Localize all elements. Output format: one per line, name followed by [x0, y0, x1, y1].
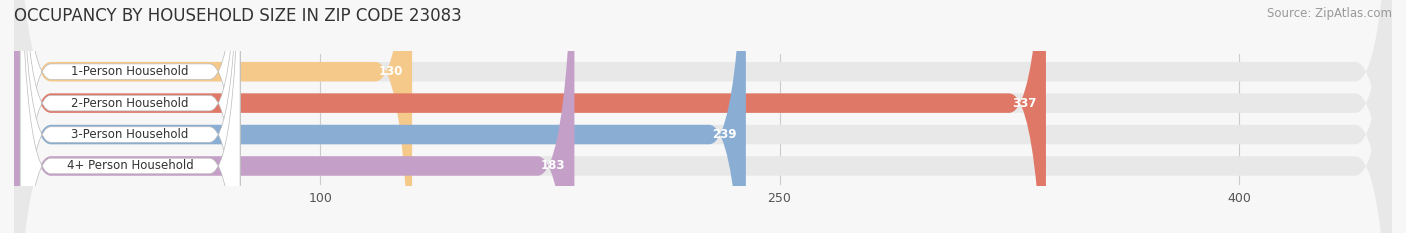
Text: OCCUPANCY BY HOUSEHOLD SIZE IN ZIP CODE 23083: OCCUPANCY BY HOUSEHOLD SIZE IN ZIP CODE …: [14, 7, 461, 25]
FancyBboxPatch shape: [14, 0, 745, 233]
FancyBboxPatch shape: [14, 0, 1392, 233]
FancyBboxPatch shape: [14, 0, 412, 233]
Text: 130: 130: [378, 65, 404, 78]
FancyBboxPatch shape: [14, 0, 1046, 233]
Text: 2-Person Household: 2-Person Household: [72, 97, 188, 110]
Text: 337: 337: [1012, 97, 1036, 110]
FancyBboxPatch shape: [14, 0, 1392, 233]
FancyBboxPatch shape: [20, 0, 240, 233]
FancyBboxPatch shape: [20, 0, 240, 233]
Text: 1-Person Household: 1-Person Household: [72, 65, 188, 78]
FancyBboxPatch shape: [14, 0, 1392, 233]
FancyBboxPatch shape: [20, 0, 240, 233]
FancyBboxPatch shape: [14, 0, 575, 233]
FancyBboxPatch shape: [14, 0, 1392, 233]
FancyBboxPatch shape: [20, 0, 240, 233]
Text: Source: ZipAtlas.com: Source: ZipAtlas.com: [1267, 7, 1392, 20]
Text: 4+ Person Household: 4+ Person Household: [66, 159, 194, 172]
Text: 183: 183: [541, 159, 565, 172]
Text: 239: 239: [713, 128, 737, 141]
Text: 3-Person Household: 3-Person Household: [72, 128, 188, 141]
